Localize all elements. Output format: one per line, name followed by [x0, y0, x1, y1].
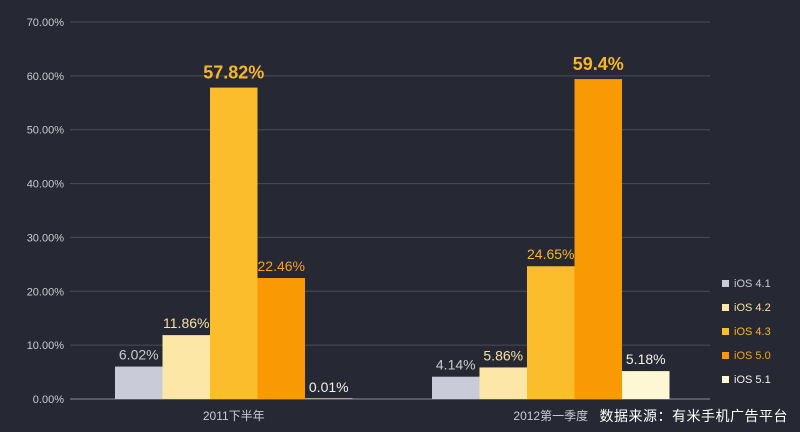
y-tick-label: 50.00%	[27, 125, 65, 137]
data-label: 0.01%	[309, 379, 349, 395]
data-label: 4.14%	[436, 357, 476, 373]
legend-swatch	[722, 328, 729, 335]
legend-swatch	[722, 376, 729, 383]
y-tick-label: 40.00%	[27, 179, 65, 191]
bar	[162, 335, 210, 399]
bar	[479, 367, 527, 399]
bar	[115, 366, 163, 399]
x-tick-label: 2011下半年	[203, 409, 265, 423]
bar	[527, 266, 575, 399]
y-tick-label: 60.00%	[27, 71, 65, 83]
y-tick-label: 10.00%	[27, 340, 65, 352]
bar	[622, 371, 670, 399]
source-note: 数据来源：有米手机广告平台	[599, 408, 788, 424]
y-tick-label: 70.00%	[27, 17, 65, 29]
y-tick-label: 20.00%	[27, 286, 65, 298]
bar	[574, 79, 622, 400]
data-label: 57.82%	[203, 63, 264, 83]
data-label: 59.4%	[573, 54, 624, 74]
y-tick-label: 0.00%	[33, 394, 64, 406]
legend-label: iOS 5.1	[734, 374, 771, 386]
legend-swatch	[722, 280, 729, 287]
legend-label: iOS 5.0	[734, 350, 771, 362]
data-label: 22.46%	[258, 258, 305, 274]
legend-label: iOS 4.1	[734, 278, 771, 290]
y-tick-label: 30.00%	[27, 232, 65, 244]
x-tick-label: 2012第一季度	[513, 408, 588, 423]
bar	[432, 376, 480, 399]
legend-swatch	[722, 352, 729, 359]
bar	[305, 398, 353, 399]
data-label: 5.18%	[626, 351, 666, 367]
data-label: 11.86%	[163, 315, 209, 331]
bar	[210, 87, 258, 400]
legend-swatch	[722, 304, 729, 311]
data-label: 24.65%	[527, 246, 574, 262]
data-label: 5.86%	[483, 347, 523, 363]
legend-label: iOS 4.2	[734, 302, 771, 314]
data-label: 6.02%	[119, 347, 159, 363]
bar	[257, 278, 305, 399]
legend-label: iOS 4.3	[734, 326, 771, 338]
